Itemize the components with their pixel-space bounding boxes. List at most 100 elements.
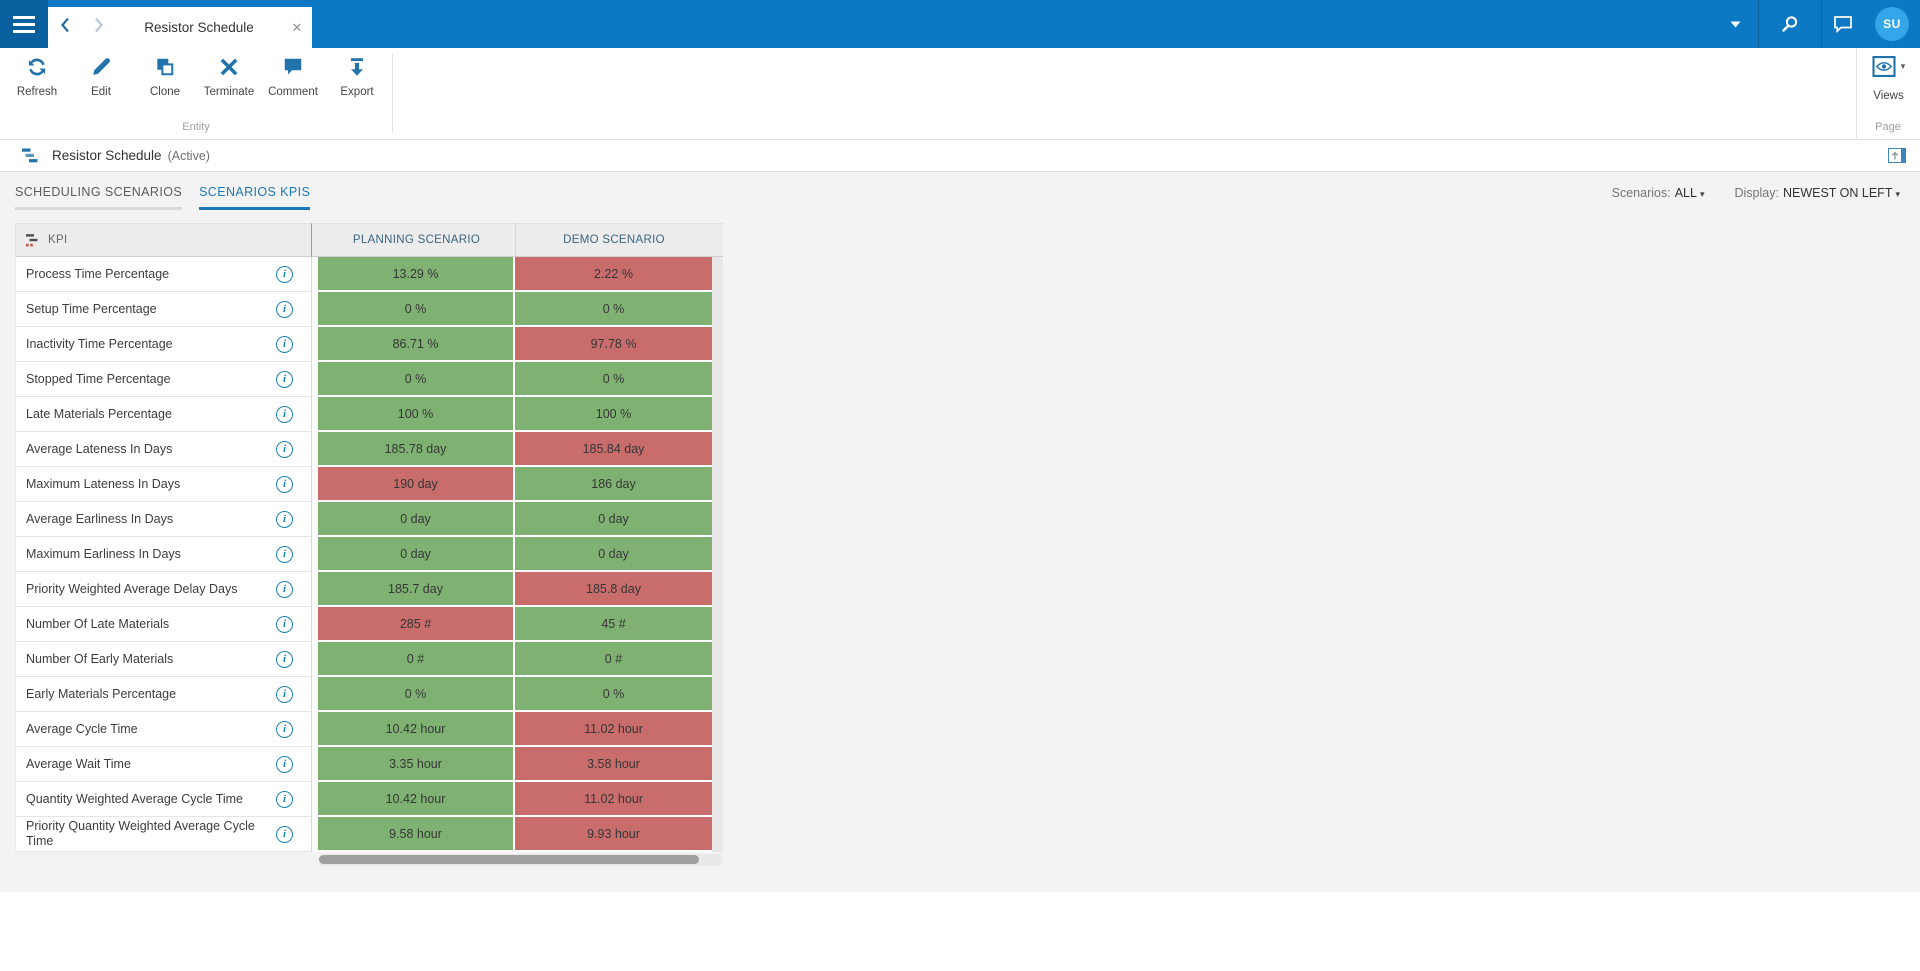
- table-row: Early Materials Percentage i 0 % 0 %: [15, 677, 723, 712]
- kpi-label: Inactivity Time Percentage: [26, 336, 173, 351]
- edit-button[interactable]: Edit: [69, 55, 133, 98]
- info-icon[interactable]: i: [276, 825, 293, 843]
- kpi-value-demo: 0 %: [515, 362, 712, 397]
- kpi-cell: Average Cycle Time i: [15, 712, 312, 747]
- kpi-value-planning: 100 %: [318, 397, 515, 432]
- views-label: Views: [1873, 90, 1904, 102]
- comment-button[interactable]: Comment: [261, 55, 325, 98]
- refresh-icon: [25, 55, 49, 79]
- document-tab[interactable]: Resistor Schedule ✕: [48, 7, 312, 48]
- info-icon[interactable]: i: [276, 720, 293, 738]
- kpi-value-demo: 185.8 day: [515, 572, 712, 607]
- info-icon[interactable]: i: [276, 475, 293, 493]
- table-filler: [712, 362, 723, 397]
- collapse-header-button[interactable]: [1888, 148, 1906, 163]
- table-filler: [712, 782, 723, 817]
- terminate-button[interactable]: Terminate: [197, 55, 261, 98]
- kpi-label: Priority Quantity Weighted Average Cycle…: [26, 819, 255, 848]
- info-icon[interactable]: i: [276, 440, 293, 458]
- table-filler: [712, 397, 723, 432]
- button-label: Comment: [268, 86, 318, 98]
- scrollbar-thumb[interactable]: [319, 855, 699, 864]
- kpi-value-demo: 11.02 hour: [515, 782, 712, 817]
- kpi-value-planning: 185.7 day: [318, 572, 515, 607]
- info-icon[interactable]: i: [276, 650, 293, 668]
- kpi-value-planning: 0 %: [318, 677, 515, 712]
- column-gap: [312, 677, 318, 712]
- column-gap: [312, 642, 318, 677]
- entity-group-label: Entity: [182, 121, 210, 133]
- horizontal-scrollbar: [15, 854, 723, 866]
- column-gap: [312, 327, 318, 362]
- table-filler: [712, 712, 723, 747]
- kpi-value-demo: 45 #: [515, 607, 712, 642]
- main-menu-button[interactable]: [0, 0, 48, 48]
- kpi-value-planning: 0 %: [318, 362, 515, 397]
- info-icon[interactable]: i: [276, 335, 293, 353]
- export-button[interactable]: Export: [325, 55, 389, 98]
- display-order-dropdown[interactable]: Display: NEWEST ON LEFT ▾: [1734, 186, 1900, 200]
- tab-close-icon[interactable]: ✕: [291, 19, 303, 35]
- column-gap: [312, 362, 318, 397]
- kpi-label: Average Wait Time: [26, 756, 131, 771]
- tab-scheduling-scenarios[interactable]: SCHEDULING SCENARIOS: [15, 185, 183, 210]
- kpi-value-planning: 0 %: [318, 292, 515, 327]
- user-avatar[interactable]: SU: [1864, 0, 1920, 48]
- kpi-value-planning: 13.29 %: [318, 257, 515, 292]
- kpi-value-demo: 0 day: [515, 537, 712, 572]
- refresh-button[interactable]: Refresh: [5, 55, 69, 98]
- button-label: Edit: [91, 86, 111, 98]
- button-label: Terminate: [203, 86, 255, 98]
- tab-list-dropdown[interactable]: [1712, 0, 1758, 48]
- info-icon[interactable]: i: [276, 790, 293, 808]
- kpi-hierarchy-icon: [26, 233, 38, 246]
- info-icon[interactable]: i: [276, 370, 293, 388]
- kpi-value-demo: 3.58 hour: [515, 747, 712, 782]
- kpi-label: Priority Weighted Average Delay Days: [26, 581, 238, 596]
- info-icon[interactable]: i: [276, 545, 293, 563]
- table-row: Average Earliness In Days i 0 day 0 day: [15, 502, 723, 537]
- button-label: Clone: [149, 86, 181, 98]
- info-icon[interactable]: i: [276, 405, 293, 423]
- kpi-label: Quantity Weighted Average Cycle Time: [26, 791, 244, 806]
- info-icon[interactable]: i: [276, 265, 293, 283]
- chevron-down-icon: ▾: [1895, 189, 1900, 199]
- clone-button[interactable]: Clone: [133, 55, 197, 98]
- top-app-bar: Resistor Schedule ✕ SU: [0, 0, 1920, 48]
- entity-status: (Active): [167, 148, 210, 163]
- planning-scenario-column-header[interactable]: PLANNING SCENARIO: [318, 223, 515, 257]
- column-gap: [312, 502, 318, 537]
- views-button[interactable]: ▾: [1857, 56, 1920, 77]
- info-icon[interactable]: i: [276, 755, 293, 773]
- kpi-cell: Number Of Early Materials i: [15, 642, 312, 677]
- table-row: Setup Time Percentage i 0 % 0 %: [15, 292, 723, 327]
- tab-scenarios-kpis[interactable]: SCENARIOS KPIS: [199, 185, 311, 210]
- table-row: Average Cycle Time i 10.42 hour 11.02 hour: [15, 712, 723, 747]
- table-row: Maximum Earliness In Days i 0 day 0 day: [15, 537, 723, 572]
- column-gap: [312, 747, 318, 782]
- info-icon[interactable]: i: [276, 580, 293, 598]
- scrollbar-track[interactable]: [318, 854, 723, 866]
- info-icon[interactable]: i: [276, 510, 293, 528]
- info-icon[interactable]: i: [276, 685, 293, 703]
- forward-button[interactable]: [82, 17, 116, 38]
- kpi-cell: Early Materials Percentage i: [15, 677, 312, 712]
- search-button[interactable]: [1758, 0, 1822, 48]
- back-button[interactable]: [48, 17, 82, 38]
- demo-scenario-column-header[interactable]: DEMO SCENARIO: [515, 223, 712, 257]
- column-gap: [312, 817, 318, 852]
- kpi-cell: Priority Quantity Weighted Average Cycle…: [15, 817, 312, 852]
- kpi-value-planning: 9.58 hour: [318, 817, 515, 852]
- search-icon: [1782, 16, 1798, 32]
- kpi-value-planning: 285 #: [318, 607, 515, 642]
- info-icon[interactable]: i: [276, 300, 293, 318]
- table-row: Process Time Percentage i 13.29 % 2.22 %: [15, 257, 723, 292]
- table-filler: [712, 327, 723, 362]
- column-gap: [312, 467, 318, 502]
- chat-button[interactable]: [1822, 0, 1864, 48]
- kpi-value-demo: 0 #: [515, 642, 712, 677]
- kpi-label: Average Earliness In Days: [26, 511, 174, 526]
- scenarios-filter-dropdown[interactable]: Scenarios: ALL ▾: [1611, 186, 1705, 200]
- kpi-value-demo: 9.93 hour: [515, 817, 712, 852]
- info-icon[interactable]: i: [276, 615, 293, 633]
